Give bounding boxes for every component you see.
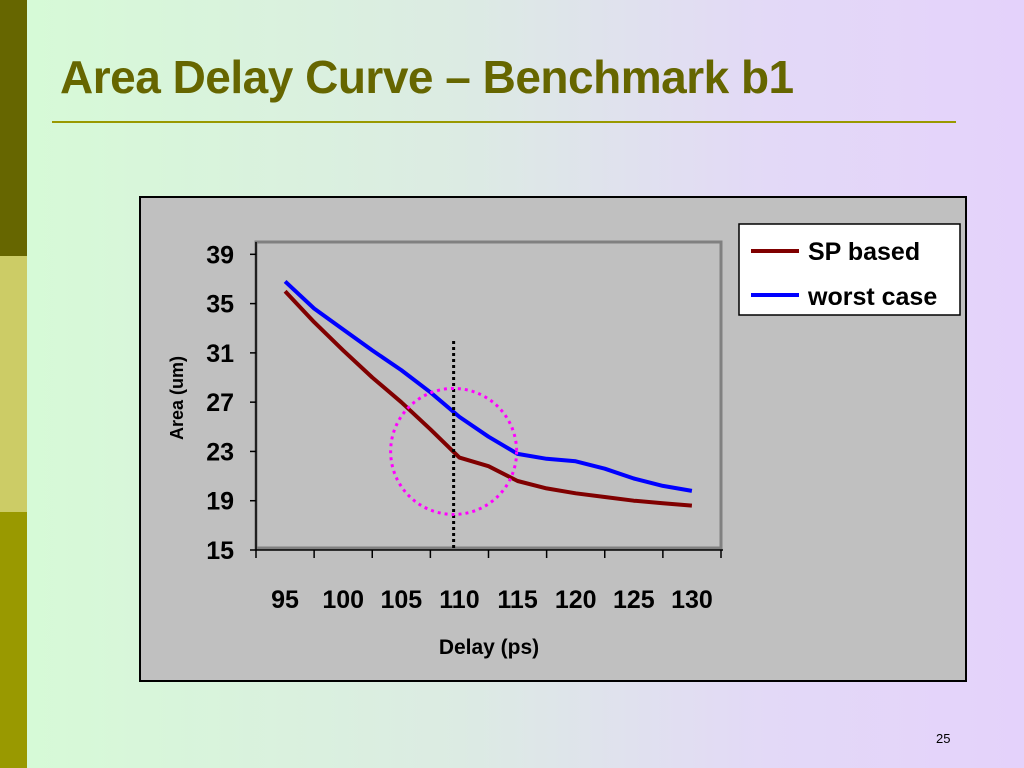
chart-frame: 39 35 31 27 23 19 15 95 100 105 110 115 120 125 130 D… — [139, 196, 967, 682]
y-tick-label: 15 — [206, 537, 234, 565]
x-tick-label: 105 — [380, 586, 422, 614]
legend-box — [738, 223, 961, 316]
x-tick-label: 130 — [671, 586, 713, 614]
y-tick-label: 35 — [206, 291, 234, 319]
sidebar-bottom-block — [0, 512, 27, 768]
plot-area — [254, 240, 723, 550]
sidebar-top-block — [0, 0, 27, 256]
x-tick-label: 115 — [497, 586, 537, 614]
legend-label-sp-based: SP based — [808, 238, 920, 266]
y-tick-label: 19 — [206, 488, 234, 516]
sidebar-middle-block — [0, 256, 27, 512]
legend-label-worst-case: worst case — [807, 283, 937, 311]
slide-title: Area Delay Curve – Benchmark b1 — [60, 51, 794, 103]
series-line-sp-based — [283, 289, 693, 508]
series-line-worst-case — [283, 279, 693, 493]
y-axis-title: Area (um) — [167, 356, 187, 440]
x-tick-label: 125 — [613, 586, 655, 614]
x-tick-label: 95 — [271, 586, 299, 614]
legend: SP based worst case — [738, 223, 961, 316]
title-underline — [52, 121, 956, 123]
x-tick-label: 120 — [555, 586, 597, 614]
x-tick-label: 110 — [439, 586, 479, 614]
y-tick-label: 31 — [206, 340, 234, 368]
x-tick-label: 100 — [322, 586, 364, 614]
y-tick-label: 27 — [206, 389, 234, 417]
area-delay-chart: 39 35 31 27 23 19 15 95 100 105 110 115 120 125 130 D… — [167, 223, 961, 659]
y-tick-label: 23 — [206, 438, 234, 466]
highlight-dotted-circle — [389, 386, 519, 516]
page-number: 25 — [936, 731, 951, 746]
x-axis-title: Delay (ps) — [439, 636, 539, 659]
y-tick-label: 39 — [206, 241, 234, 269]
